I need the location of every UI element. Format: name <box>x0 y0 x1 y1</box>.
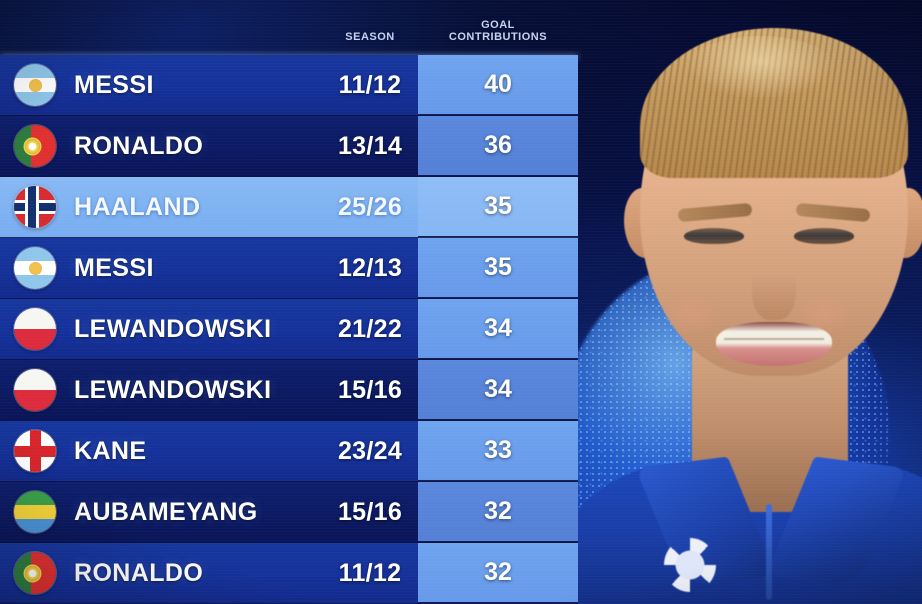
player-jacket-zip <box>766 504 772 600</box>
player-season: 15/16 <box>337 497 403 526</box>
poland-flag-icon <box>14 308 56 350</box>
player-season: 23/24 <box>337 436 403 465</box>
portugal-flag-icon <box>14 552 56 594</box>
argentina-flag-icon <box>14 247 56 289</box>
player-name: LEWANDOWSKI <box>74 314 272 343</box>
player-goal-contributions: 32 <box>418 482 578 542</box>
player-teeth-line <box>724 338 824 340</box>
column-header-goal-contributions-line1: GOAL <box>481 19 515 31</box>
column-header-season: SEASON <box>345 31 395 43</box>
player-season: 13/14 <box>337 131 403 160</box>
player-goal-contributions: 36 <box>418 116 578 176</box>
player-season: 25/26 <box>337 192 403 221</box>
player-goal-contributions: 34 <box>418 299 578 359</box>
player-name: MESSI <box>74 253 154 282</box>
argentina-flag-icon <box>14 64 56 106</box>
player-season: 15/16 <box>337 375 403 404</box>
player-goal-contributions: 34 <box>418 360 578 420</box>
player-goal-contributions: 40 <box>418 55 578 115</box>
player-season: 21/22 <box>337 314 403 343</box>
table-row[interactable]: RONALDO 11/12 32 <box>0 543 578 604</box>
player-name: LEWANDOWSKI <box>74 375 272 404</box>
player-name: HAALAND <box>74 192 201 221</box>
player-season: 12/13 <box>337 253 403 282</box>
table-row[interactable]: RONALDO 13/14 36 <box>0 116 578 177</box>
table-row[interactable]: AUBAMEYANG 15/16 32 <box>0 482 578 543</box>
player-hair-highlight <box>686 36 836 100</box>
player-goal-contributions: 35 <box>418 177 578 237</box>
column-header-goal-contributions-line2: CONTRIBUTIONS <box>448 31 548 43</box>
player-goal-contributions: 33 <box>418 421 578 481</box>
table-header: SEASON GOAL CONTRIBUTIONS <box>0 0 578 55</box>
table-row[interactable]: LEWANDOWSKI 21/22 34 <box>0 299 578 360</box>
player-goal-contributions: 35 <box>418 238 578 298</box>
player-eye-right <box>794 228 854 244</box>
norway-flag-icon <box>14 186 56 228</box>
player-eye-left <box>684 228 744 244</box>
portugal-flag-icon <box>14 125 56 167</box>
player-cheek-left <box>662 292 720 336</box>
player-name: MESSI <box>74 70 154 99</box>
column-header-goal-contributions: GOAL CONTRIBUTIONS <box>418 19 578 43</box>
player-name: RONALDO <box>74 558 204 587</box>
player-season: 11/12 <box>338 70 402 99</box>
player-goal-contributions: 32 <box>418 543 578 603</box>
table-row[interactable]: MESSI 11/12 40 <box>0 55 578 116</box>
player-name: RONALDO <box>74 131 204 160</box>
table-row-highlighted[interactable]: HAALAND 25/26 35 <box>0 177 578 238</box>
player-jacket-badge <box>664 538 716 592</box>
england-flag-icon <box>14 430 56 472</box>
player-season: 11/12 <box>338 558 402 587</box>
gabon-flag-icon <box>14 491 56 533</box>
player-name: KANE <box>74 436 147 465</box>
table-row[interactable]: KANE 23/24 33 <box>0 421 578 482</box>
table-row[interactable]: MESSI 12/13 35 <box>0 238 578 299</box>
stats-table: SEASON GOAL CONTRIBUTIONS MESSI 11/12 40… <box>0 0 578 604</box>
player-name: AUBAMEYANG <box>74 497 258 526</box>
player-portrait-photo <box>548 0 922 604</box>
player-nose <box>752 250 796 320</box>
poland-flag-icon <box>14 369 56 411</box>
table-row[interactable]: LEWANDOWSKI 15/16 34 <box>0 360 578 421</box>
player-mouth <box>716 322 832 366</box>
